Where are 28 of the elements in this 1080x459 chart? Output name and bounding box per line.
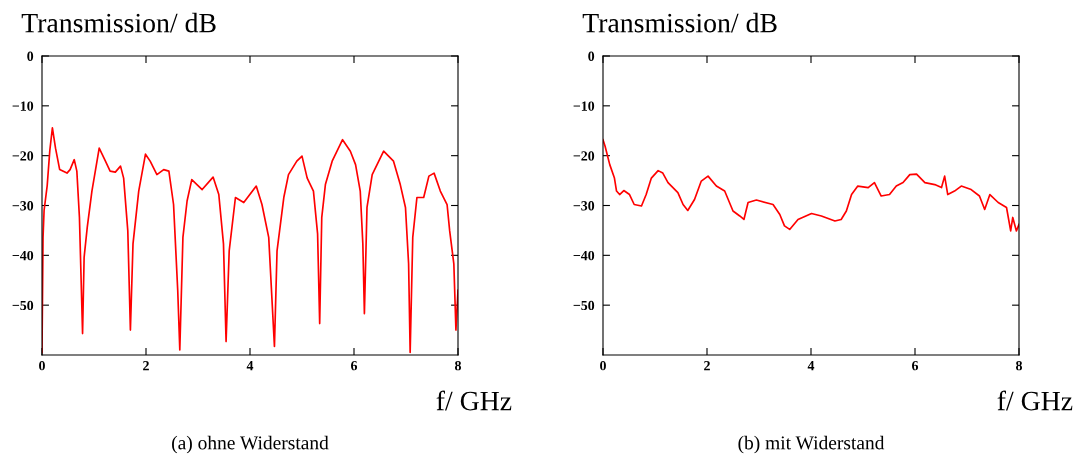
y-tick-label: −40	[573, 250, 595, 261]
y-tick-label: −10	[573, 101, 595, 111]
x-axis-title: f/ GHz	[436, 390, 512, 411]
x-tick-label: 6	[912, 361, 919, 371]
y-tick-label: 0	[27, 51, 34, 61]
x-tick-label: 0	[600, 360, 606, 371]
y-tick-label: −30	[573, 201, 595, 211]
x-tick-label: 2	[143, 361, 149, 371]
x-tick-label: 2	[704, 361, 710, 371]
x-tick-label: 8	[1015, 360, 1023, 371]
y-tick-label: −20	[12, 151, 34, 161]
y-tick-label: −10	[12, 101, 34, 111]
y-axis-title: Transmission/ dB	[21, 12, 216, 33]
x-tick-label: 4	[246, 361, 254, 371]
y-tick-label: −50	[573, 300, 595, 311]
text: (b) mit Widerstand	[738, 435, 885, 454]
y-tick-label: −50	[12, 300, 34, 311]
x-tick-label: 6	[351, 361, 358, 371]
y-axis-title: Transmission/ dB	[582, 12, 777, 33]
y-tick-label: 0	[588, 51, 595, 61]
x-axis-title: f/ GHz	[997, 390, 1073, 411]
x-tick-label: 0	[39, 360, 45, 371]
y-tick-label: −40	[12, 250, 34, 261]
y-tick-label: −20	[573, 151, 595, 161]
text: (a) ohne Widerstand	[172, 435, 329, 454]
y-tick-label: −30	[12, 201, 34, 211]
x-tick-label: 4	[807, 361, 815, 371]
x-tick-label: 8	[454, 360, 462, 371]
